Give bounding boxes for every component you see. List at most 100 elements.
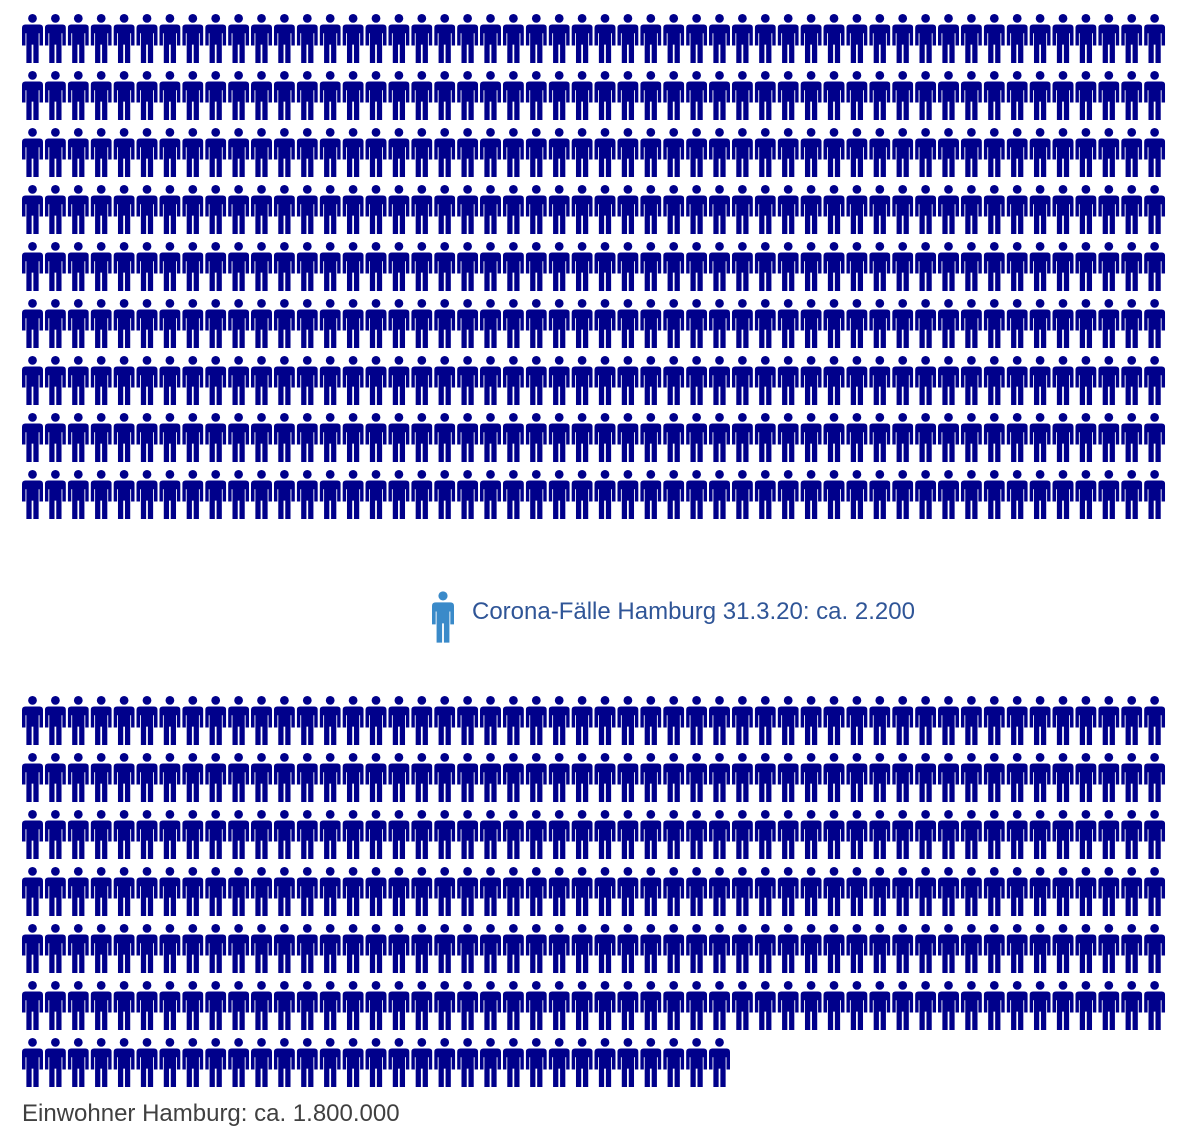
person-icon — [296, 981, 318, 1030]
person-icon — [480, 413, 501, 462]
person-icon — [663, 696, 685, 745]
person-icon — [22, 14, 43, 63]
person-icon — [617, 14, 639, 63]
person-icon — [480, 753, 501, 802]
person-icon — [159, 470, 181, 519]
person-icon — [480, 299, 501, 348]
person-icon — [869, 14, 891, 63]
person-icon — [434, 299, 456, 348]
person-icon — [1121, 185, 1143, 234]
person-icon — [548, 299, 570, 348]
person-icon — [777, 924, 799, 973]
person-icon — [319, 185, 341, 234]
person-icon — [319, 1038, 341, 1087]
person-icon — [594, 867, 616, 916]
person-icon — [960, 185, 982, 234]
person-icon — [548, 413, 570, 462]
person-icon — [1006, 413, 1028, 462]
person-icon — [67, 14, 89, 63]
person-icon — [1006, 867, 1028, 916]
person-icon — [113, 14, 135, 63]
person-icon — [136, 128, 158, 177]
person-icon — [44, 356, 66, 405]
person-icon — [411, 470, 433, 519]
person-icon — [434, 185, 456, 234]
person-icon — [938, 14, 959, 63]
person-icon — [296, 14, 318, 63]
person-icon — [938, 470, 959, 519]
person-icon — [1098, 981, 1120, 1030]
person-icon — [709, 356, 730, 405]
person-icon — [365, 413, 387, 462]
person-icon — [983, 413, 1005, 462]
person-icon — [869, 810, 891, 859]
person-icon — [1144, 128, 1166, 177]
person-icon — [434, 867, 456, 916]
person-icon — [800, 242, 822, 291]
person-icon — [228, 810, 250, 859]
person-icon — [228, 981, 250, 1030]
person-icon — [434, 810, 456, 859]
person-icon — [663, 753, 685, 802]
person-icon — [365, 696, 387, 745]
person-icon — [457, 981, 479, 1030]
person-icon — [548, 242, 570, 291]
person-icon — [228, 14, 250, 63]
person-icon — [411, 299, 433, 348]
person-icon — [617, 356, 639, 405]
person-icon — [319, 867, 341, 916]
person-icon — [411, 753, 433, 802]
person-icon — [182, 867, 204, 916]
person-icon — [251, 924, 272, 973]
person-icon — [1144, 299, 1166, 348]
person-icon — [296, 299, 318, 348]
person-icon — [663, 71, 685, 120]
person-icon — [411, 185, 433, 234]
person-icon — [342, 356, 364, 405]
person-icon — [228, 71, 250, 120]
person-icon — [228, 1038, 250, 1087]
person-icon — [251, 356, 272, 405]
person-icon — [617, 696, 639, 745]
person-icon — [938, 128, 959, 177]
person-icon — [67, 810, 89, 859]
person-icon — [1075, 185, 1097, 234]
person-icon — [731, 981, 753, 1030]
person-icon — [663, 924, 685, 973]
person-icon — [938, 356, 959, 405]
person-icon — [525, 470, 547, 519]
person-icon — [273, 242, 295, 291]
person-icon — [90, 71, 112, 120]
person-icon — [182, 356, 204, 405]
person-icon — [1006, 71, 1028, 120]
person-icon — [90, 810, 112, 859]
person-icon — [457, 128, 479, 177]
person-icon — [1144, 867, 1166, 916]
person-icon — [182, 242, 204, 291]
person-icon — [273, 14, 295, 63]
person-icon — [823, 470, 845, 519]
person-icon — [731, 242, 753, 291]
person-icon — [777, 356, 799, 405]
person-icon — [319, 242, 341, 291]
person-icon — [869, 413, 891, 462]
person-icon — [960, 867, 982, 916]
person-icon — [296, 753, 318, 802]
person-icon — [869, 356, 891, 405]
person-icon — [296, 71, 318, 120]
person-icon — [273, 696, 295, 745]
person-icon — [869, 753, 891, 802]
person-icon — [571, 14, 593, 63]
person-icon — [823, 185, 845, 234]
person-icon — [892, 810, 914, 859]
person-icon — [22, 128, 43, 177]
person-icon — [480, 924, 501, 973]
person-icon — [502, 14, 524, 63]
person-icon — [548, 71, 570, 120]
person-icon — [1144, 413, 1166, 462]
person-icon — [1029, 810, 1051, 859]
person-icon — [182, 981, 204, 1030]
person-icon — [273, 356, 295, 405]
person-icon — [22, 1038, 43, 1087]
person-icon — [1098, 128, 1120, 177]
